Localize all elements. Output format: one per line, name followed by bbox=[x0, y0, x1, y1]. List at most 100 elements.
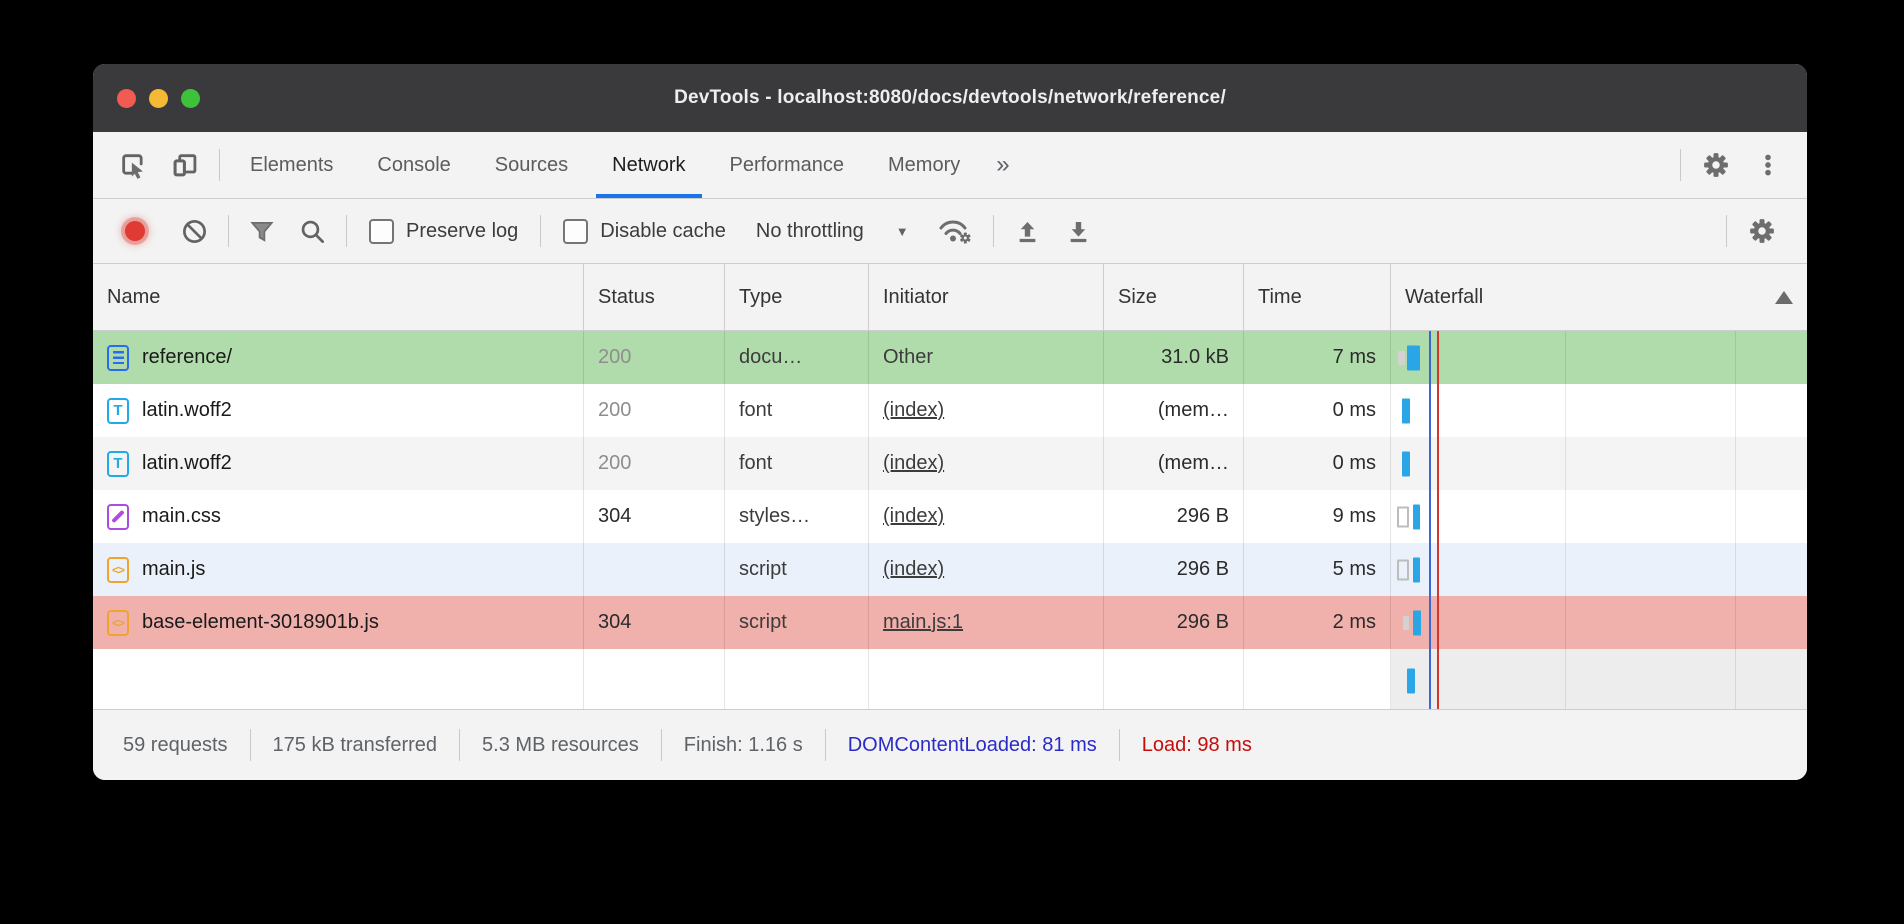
table-row[interactable]: reference/200 docu… Other 31.0 kB 7 ms bbox=[93, 331, 1807, 384]
cell-name: <> main.js bbox=[93, 543, 584, 596]
tab-performance[interactable]: Performance bbox=[729, 153, 845, 176]
sort-ascending-icon[interactable] bbox=[1775, 290, 1793, 304]
initiator-link[interactable]: (index) bbox=[883, 399, 945, 421]
cell-size bbox=[1104, 649, 1244, 709]
column-header-type[interactable]: Type bbox=[725, 264, 869, 330]
device-toolbar-icon bbox=[173, 154, 197, 177]
toolbar-separator-4 bbox=[992, 215, 994, 247]
clear-icon bbox=[183, 219, 206, 243]
preserve-log-checkbox[interactable] bbox=[369, 218, 394, 244]
waterfall-bar bbox=[1413, 557, 1420, 582]
close-window-button[interactable] bbox=[117, 88, 136, 108]
font-file-icon: T bbox=[107, 397, 129, 424]
column-header-name[interactable]: Name bbox=[93, 264, 584, 330]
waterfall-bar bbox=[1402, 451, 1410, 476]
tab-memory[interactable]: Memory bbox=[888, 153, 961, 176]
tab-network[interactable]: Network bbox=[590, 132, 707, 198]
zoom-window-button[interactable] bbox=[181, 88, 200, 108]
toggle-device-toolbar-button[interactable] bbox=[159, 132, 211, 198]
summary-separator bbox=[459, 729, 461, 761]
column-header-label: Time bbox=[1258, 285, 1302, 308]
cell-size: 296 B bbox=[1104, 490, 1244, 543]
column-header-status[interactable]: Status bbox=[584, 264, 725, 330]
size-value: 31.0 kB bbox=[1161, 346, 1229, 368]
cell-status: 200 bbox=[584, 384, 725, 437]
table-row[interactable]: <> base-element-3018901b.js 304 script main.… bbox=[93, 596, 1807, 649]
initiator-link[interactable]: (index) bbox=[883, 505, 945, 527]
size-value: (mem… bbox=[1157, 399, 1229, 421]
record-network-log-button[interactable] bbox=[125, 221, 145, 241]
window-titlebar[interactable]: DevTools - localhost:8080/docs/devtools/… bbox=[93, 64, 1807, 132]
column-header-time[interactable]: Time bbox=[1244, 264, 1391, 330]
tabbar-separator-right bbox=[1680, 149, 1681, 181]
initiator-link[interactable]: (index) bbox=[883, 558, 945, 580]
column-header-label: Type bbox=[739, 285, 783, 308]
cell-waterfall bbox=[1391, 596, 1807, 649]
cell-status bbox=[584, 649, 725, 709]
cell-name: <> base-element-3018901b.js bbox=[93, 596, 584, 649]
column-header-initiator[interactable]: Initiator bbox=[869, 264, 1104, 330]
column-header-waterfall[interactable]: Waterfall bbox=[1391, 264, 1807, 330]
request-name: reference/ bbox=[142, 346, 233, 368]
clear-network-log-button[interactable] bbox=[169, 218, 220, 245]
cell-waterfall bbox=[1391, 649, 1807, 709]
initiator-link[interactable]: main.js:1 bbox=[883, 611, 964, 633]
summary-item: DOMContentLoaded: 81 ms bbox=[847, 733, 1097, 756]
size-value: 296 B bbox=[1176, 558, 1229, 580]
chevron-down-icon: ▼ bbox=[895, 223, 909, 239]
devtools-menu-button[interactable] bbox=[1743, 132, 1793, 198]
summary-separator bbox=[824, 729, 826, 761]
cell-initiator: (index) bbox=[869, 490, 1104, 543]
column-header-size[interactable]: Size bbox=[1104, 264, 1244, 330]
filter-button[interactable] bbox=[237, 218, 287, 244]
cell-size: (mem… bbox=[1104, 384, 1244, 437]
more-tabs-button[interactable]: » bbox=[996, 151, 1010, 178]
network-conditions-button[interactable] bbox=[925, 216, 985, 246]
table-row bbox=[93, 649, 1807, 709]
waterfall-ghost bbox=[1397, 506, 1409, 527]
tab-sources[interactable]: Sources bbox=[494, 153, 569, 176]
preserve-log-toggle[interactable]: Preserve log bbox=[355, 218, 532, 244]
time-value: 0 ms bbox=[1332, 399, 1376, 421]
network-toolbar: Preserve log Disable cache No throttling… bbox=[93, 199, 1807, 264]
network-conditions-icon bbox=[939, 220, 971, 244]
cell-type: styles… bbox=[725, 490, 869, 543]
cell-initiator: (index) bbox=[869, 543, 1104, 596]
tabbar-separator bbox=[219, 149, 220, 181]
initiator-link[interactable]: (index) bbox=[883, 452, 945, 474]
waterfall-bar bbox=[1413, 504, 1420, 529]
table-row[interactable]: main.css 304 styles… (index) 296 B 9 ms bbox=[93, 490, 1807, 543]
cell-status: 200 bbox=[584, 331, 725, 384]
kebab-menu-icon bbox=[1765, 154, 1771, 176]
disable-cache-toggle[interactable]: Disable cache bbox=[549, 218, 740, 244]
search-button[interactable] bbox=[287, 218, 338, 245]
tab-console[interactable]: Console bbox=[377, 153, 451, 176]
cell-time: 0 ms bbox=[1244, 384, 1391, 437]
waterfall-tick bbox=[1398, 350, 1405, 365]
cell-waterfall bbox=[1391, 331, 1807, 384]
network-settings-button[interactable] bbox=[1735, 216, 1789, 246]
window-title: DevTools - localhost:8080/docs/devtools/… bbox=[674, 87, 1226, 108]
inspect-element-button[interactable] bbox=[107, 132, 159, 198]
cell-initiator: (index) bbox=[869, 384, 1104, 437]
minimize-window-button[interactable] bbox=[149, 88, 168, 108]
throttling-select[interactable]: No throttling ▼ bbox=[740, 220, 925, 243]
cell-type bbox=[725, 649, 869, 709]
import-har-button[interactable] bbox=[1002, 218, 1053, 245]
export-har-button[interactable] bbox=[1053, 218, 1104, 245]
waterfall-bar bbox=[1413, 610, 1421, 635]
summary-separator bbox=[1118, 729, 1120, 761]
tab-elements[interactable]: Elements bbox=[250, 153, 334, 176]
disable-cache-checkbox[interactable] bbox=[563, 218, 589, 244]
cell-size: (mem… bbox=[1104, 437, 1244, 490]
devtools-settings-button[interactable] bbox=[1689, 132, 1743, 198]
cell-type: font bbox=[725, 437, 869, 490]
cell-initiator: (index) bbox=[869, 437, 1104, 490]
table-row[interactable]: <> main.js script (index) 296 B 5 ms bbox=[93, 543, 1807, 596]
waterfall-ghost bbox=[1397, 559, 1409, 580]
summary-item: 59 requests bbox=[123, 733, 228, 756]
cell-status: 304 bbox=[584, 490, 725, 543]
